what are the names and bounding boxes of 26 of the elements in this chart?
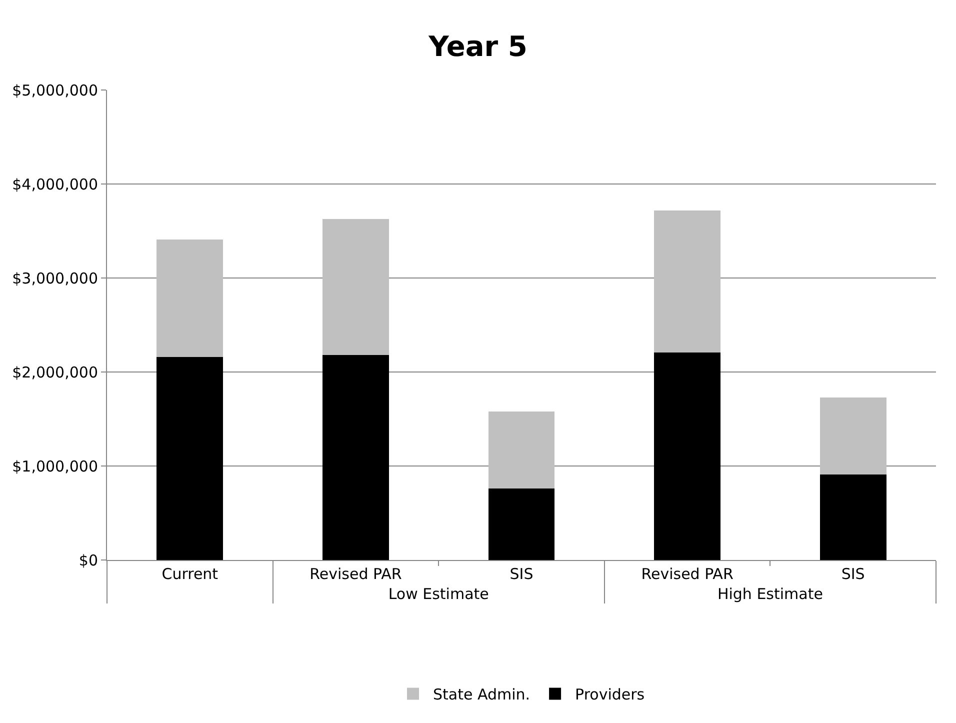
x-tick-label: Revised PAR [310,565,402,583]
bar [322,355,389,560]
bar [322,218,389,356]
chart-title: Year 5 [428,30,528,63]
bar [488,488,555,560]
bar [156,239,224,357]
y-tick-label: $2,000,000 [12,363,98,382]
x-tick-label: SIS [510,565,534,583]
legend-label: Providers [575,686,645,704]
y-tick-label: $1,000,000 [12,457,98,476]
text: Low Estimate [388,585,489,603]
y-tick-label: $3,000,000 [12,269,98,288]
bar [654,352,720,560]
text: High Estimate [717,585,823,603]
bar [820,474,886,560]
bar [820,397,886,474]
y-tick-label: $0 [78,551,98,570]
y-tick-label: $5,000,000 [12,81,98,100]
bar [156,356,224,560]
x-tick-label: Current [162,565,218,583]
x-tick-label: Revised PAR [641,565,734,583]
x-tick-label: SIS [841,565,865,583]
bar [488,411,555,489]
legend-label: State Admin. [433,686,530,704]
bar [654,210,720,352]
y-tick-label: $4,000,000 [12,175,98,194]
